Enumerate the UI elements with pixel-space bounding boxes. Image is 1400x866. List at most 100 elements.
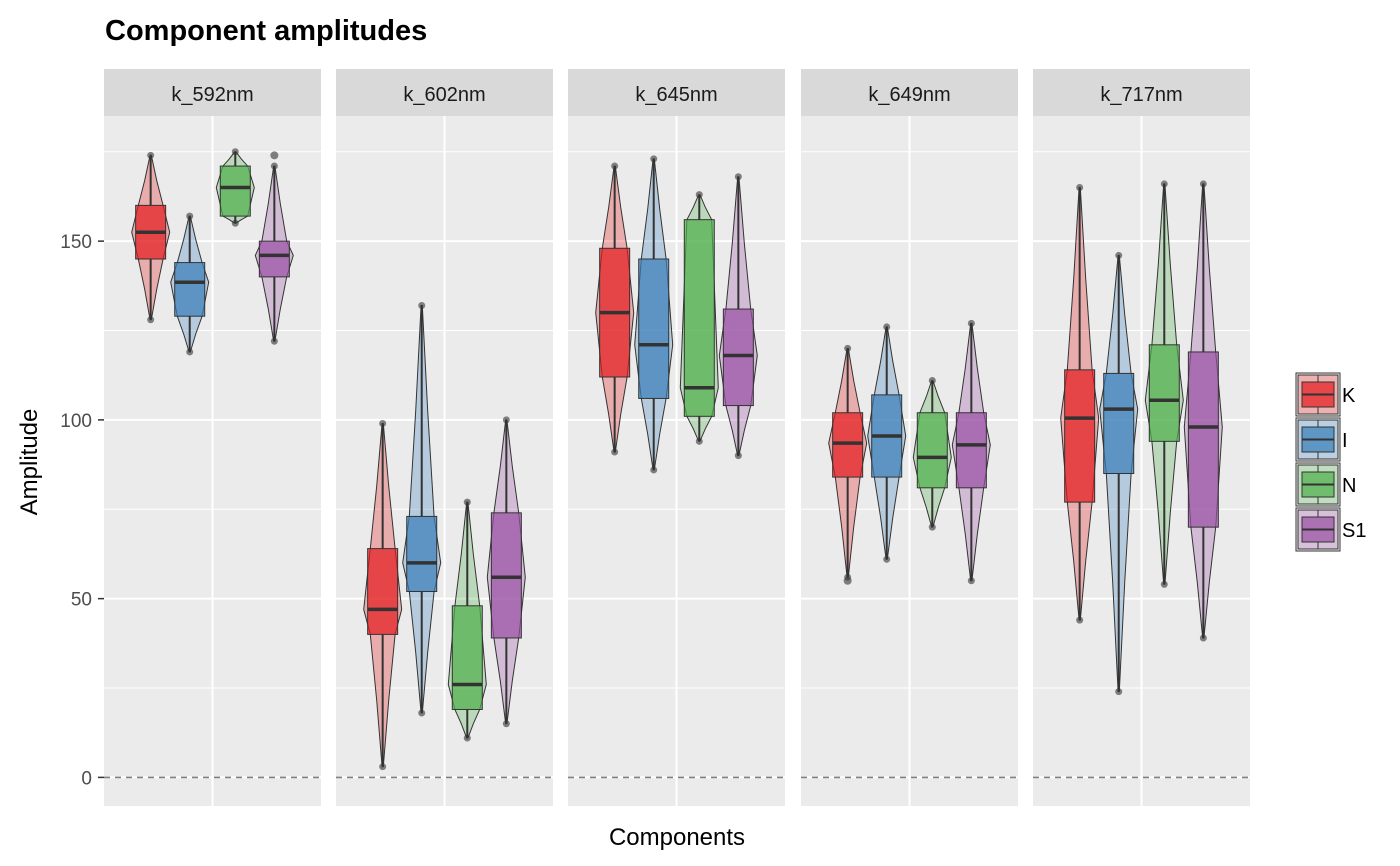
whisker-end-point	[883, 555, 891, 563]
y-tick-label: 100	[60, 411, 92, 432]
facet-k_649nm: k_649nm	[801, 69, 1018, 806]
facet-strip	[568, 69, 785, 116]
box-N	[451, 605, 483, 710]
y-tick-label: 150	[60, 232, 92, 253]
whisker-end-point	[734, 173, 742, 181]
facet-strip	[801, 69, 1018, 116]
whisker-end-point	[270, 337, 278, 345]
box-K	[832, 412, 864, 478]
facet-label: k_592nm	[171, 84, 253, 106]
group-I	[170, 212, 210, 356]
whisker-end-point	[967, 577, 975, 585]
box-S1	[1187, 351, 1219, 528]
legend-label: N	[1342, 475, 1356, 497]
facet-k_645nm: k_645nm	[568, 69, 785, 806]
box-K	[367, 548, 399, 635]
legend-label: I	[1342, 430, 1348, 452]
group-N	[1144, 180, 1184, 588]
facet-k_592nm: k_592nm	[104, 69, 321, 806]
box-I	[1103, 372, 1135, 475]
box-N	[219, 165, 251, 217]
legend-label: K	[1342, 385, 1356, 407]
outlier-point	[843, 576, 852, 585]
facet-label: k_645nm	[635, 84, 717, 106]
whisker-end-point	[650, 155, 658, 163]
group-S1	[486, 416, 526, 728]
outlier-point	[270, 151, 279, 160]
facet-label: k_602nm	[403, 84, 485, 106]
whisker-end-point	[1115, 251, 1123, 259]
whisker-end-point	[231, 148, 239, 156]
whisker-end-point	[883, 323, 891, 331]
whisker-end-point	[695, 437, 703, 445]
whisker-end-point	[928, 377, 936, 385]
group-S1	[254, 151, 294, 345]
whisker-end-point	[1199, 634, 1207, 642]
whisker-end-point	[502, 720, 510, 728]
whisker-end-point	[463, 734, 471, 742]
group-I	[402, 301, 442, 717]
whisker-end-point	[186, 348, 194, 356]
whisker-end-point	[379, 419, 387, 427]
group-N	[215, 148, 255, 227]
box-N	[683, 219, 715, 417]
whisker-end-point	[650, 466, 658, 474]
group-I	[634, 155, 674, 474]
whisker-end-point	[1199, 180, 1207, 188]
whisker-end-point	[695, 191, 703, 199]
whisker-end-point	[502, 416, 510, 424]
facet-label: k_717nm	[1100, 84, 1182, 106]
facet-strip	[104, 69, 321, 116]
whisker-end-point	[1115, 688, 1123, 696]
box-I	[174, 262, 206, 317]
facet-strip	[1033, 69, 1250, 116]
whisker-end-point	[463, 498, 471, 506]
facet-k_717nm: k_717nm	[1033, 69, 1250, 806]
group-N	[679, 191, 719, 445]
box-N	[916, 412, 948, 489]
box-S1	[490, 512, 522, 639]
chart-title: Component amplitudes	[105, 15, 427, 47]
legend-item-I: I	[1295, 417, 1348, 462]
legend: K I N S1	[1295, 372, 1366, 552]
whisker-end-point	[379, 763, 387, 771]
whisker-end-point	[967, 319, 975, 327]
whisker-end-point	[611, 162, 619, 170]
facet-k_602nm: k_602nm	[336, 69, 553, 806]
legend-label: S1	[1342, 520, 1366, 542]
box-S1	[955, 412, 987, 489]
group-K	[595, 162, 635, 456]
whisker-end-point	[270, 162, 278, 170]
group-K	[363, 419, 403, 771]
group-N	[912, 377, 952, 531]
whisker-end-point	[734, 452, 742, 460]
legend-item-N: N	[1295, 462, 1356, 507]
whisker-end-point	[611, 448, 619, 456]
group-S1	[951, 319, 991, 585]
group-S1	[1183, 180, 1223, 642]
group-K	[1060, 184, 1100, 624]
whisker-end-point	[147, 151, 155, 159]
whisker-end-point	[844, 344, 852, 352]
whisker-end-point	[147, 316, 155, 324]
x-axis-title: Components	[609, 824, 745, 851]
facet-strip	[336, 69, 553, 116]
y-axis: 0 50 100 150	[60, 232, 104, 789]
facet-label: k_649nm	[868, 84, 950, 106]
group-S1	[718, 173, 758, 460]
box-I	[406, 515, 438, 592]
group-I	[867, 323, 907, 563]
legend-item-S1: S1	[1295, 507, 1366, 552]
whisker-end-point	[186, 212, 194, 220]
group-N	[447, 498, 487, 742]
box-I	[638, 258, 670, 399]
facet-panels: k_592nm k_602nm k_645nm k_649nm k_717nm	[104, 69, 1250, 806]
group-I	[1099, 251, 1139, 696]
box-N	[1148, 344, 1180, 442]
y-tick-label: 50	[71, 590, 92, 611]
whisker-end-point	[418, 709, 426, 717]
y-tick-label: 0	[81, 768, 92, 789]
whisker-end-point	[1076, 616, 1084, 624]
legend-item-K: K	[1295, 372, 1356, 417]
